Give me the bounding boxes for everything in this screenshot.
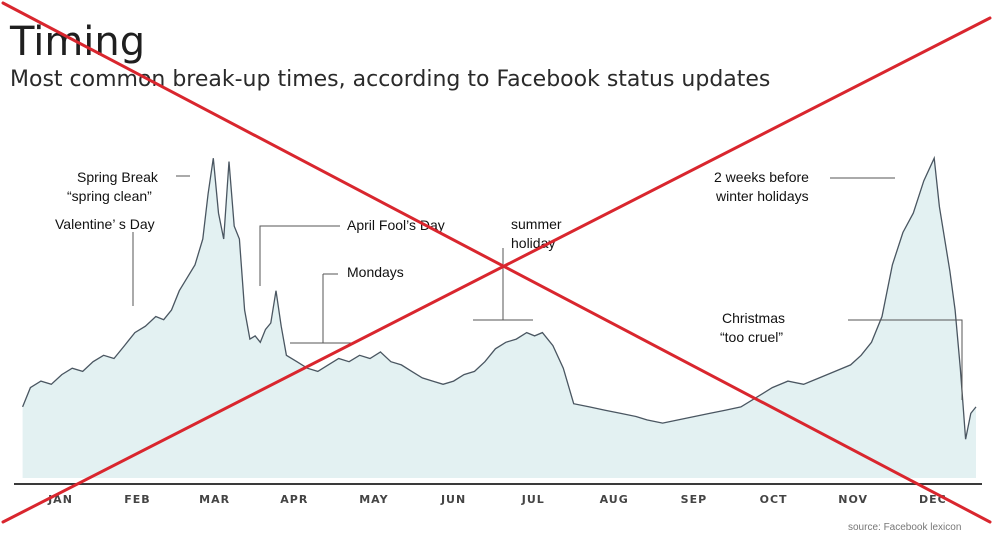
annotation-valentines-day: Valentine’ s Day bbox=[55, 216, 155, 232]
x-tick-jun: JUN bbox=[440, 493, 466, 506]
x-tick-sep: SEP bbox=[681, 493, 708, 506]
leader-christmas bbox=[848, 319, 963, 400]
x-tick-aug: AUG bbox=[600, 493, 629, 506]
annotation-spring-clean: “spring clean” bbox=[67, 188, 152, 204]
x-tick-mar: MAR bbox=[199, 493, 230, 506]
x-tick-feb: FEB bbox=[124, 493, 150, 506]
x-tick-dec: DEC bbox=[919, 493, 947, 506]
x-tick-labels: JAN FEB MAR APR MAY JUN JUL AUG SEP OCT NOV DEC bbox=[47, 493, 947, 506]
cross-stroke-2 bbox=[1, 16, 992, 524]
data-area bbox=[22, 158, 977, 478]
annotation-too-cruel: “too cruel” bbox=[720, 329, 783, 345]
x-tick-may: MAY bbox=[359, 493, 388, 506]
annotation-two-weeks-before: 2 weeks before bbox=[714, 169, 809, 185]
annotation-christmas: Christmas bbox=[722, 310, 785, 326]
annotation-summer: summer bbox=[511, 216, 562, 232]
x-tick-nov: NOV bbox=[838, 493, 868, 506]
chart-subtitle: Most common break-up times, according to… bbox=[10, 67, 770, 92]
annotation-april-fools-day: April Fool’s Day bbox=[347, 217, 445, 233]
annotation-winter-holidays: winter holidays bbox=[715, 188, 809, 204]
x-tick-jan: JAN bbox=[47, 493, 73, 506]
source-note: source: Facebook lexicon bbox=[848, 522, 961, 533]
annotation-leaders bbox=[132, 175, 963, 400]
x-tick-apr: APR bbox=[280, 493, 308, 506]
data-line bbox=[21, 155, 977, 440]
red-cross-overlay bbox=[1, 1, 992, 524]
cross-stroke-1 bbox=[1, 1, 992, 524]
annotation-spring-break: Spring Break bbox=[77, 169, 159, 185]
x-tick-oct: OCT bbox=[760, 493, 788, 506]
x-tick-jul: JUL bbox=[521, 493, 545, 506]
leader-april-fools bbox=[259, 225, 340, 286]
annotation-mondays: Mondays bbox=[347, 264, 404, 280]
